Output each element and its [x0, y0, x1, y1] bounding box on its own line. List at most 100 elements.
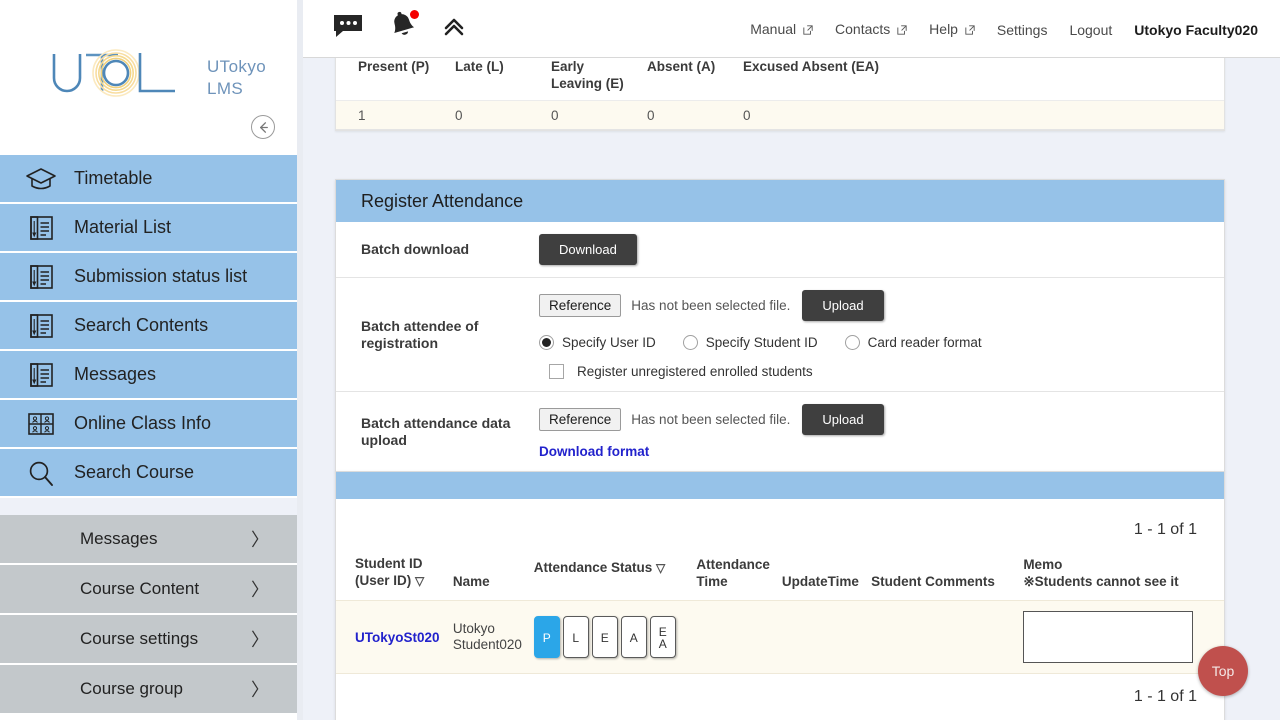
- header-link-help[interactable]: Help: [929, 21, 975, 38]
- header-link-label: Contacts: [835, 21, 891, 37]
- reference-button-attendance-data[interactable]: Reference: [539, 408, 622, 431]
- sidebar-sub-nav: Messages 〉 Course Content 〉 Course setti…: [0, 515, 297, 715]
- download-button[interactable]: Download: [539, 234, 637, 265]
- arrow-left-circle-icon[interactable]: [251, 115, 275, 139]
- graduation-cap-icon: [18, 166, 64, 192]
- batch-download-label: Batch download: [361, 241, 470, 257]
- external-link-icon: [803, 22, 813, 38]
- sidebar-item-submission-status-list[interactable]: Submission status list: [0, 253, 297, 302]
- student-table-body: UTokyoSt020 Utokyo Student020 P L: [336, 600, 1224, 674]
- checkbox-register-unregistered-students[interactable]: [549, 364, 564, 379]
- summary-col-absent: Absent (A): [647, 59, 716, 74]
- clipboard-icon: [18, 214, 64, 242]
- summary-value-absent: 0: [647, 107, 655, 123]
- bell-notification-icon[interactable]: [387, 10, 419, 47]
- magnifier-icon: [18, 458, 64, 488]
- sidebar-item-search-contents[interactable]: Search Contents: [0, 302, 297, 351]
- sort-descending-icon[interactable]: ▽: [656, 561, 666, 575]
- radio-specify-user-id[interactable]: [539, 335, 554, 350]
- header-link-label: Help: [929, 21, 958, 37]
- header-icon-group: [331, 10, 467, 47]
- status-button-excused-absent[interactable]: EA: [649, 616, 676, 658]
- cell-student-id: UTokyoSt020: [336, 600, 449, 674]
- summary-value-excused-absent: 0: [743, 107, 751, 123]
- batch-download-row: Batch download Download: [336, 222, 1224, 278]
- sidebar-logo-area: UTokyo LMS: [0, 0, 297, 155]
- header-link-contacts[interactable]: Contacts: [835, 21, 907, 38]
- radio-label-specify-student-id: Specify Student ID: [705, 335, 818, 350]
- clipboard-icon: [18, 361, 64, 389]
- sidebar-item-label: Timetable: [74, 168, 153, 188]
- summary-col-early-leaving: Early Leaving (E): [551, 59, 624, 91]
- th-attendance-status[interactable]: Attendance Status ▽: [530, 549, 693, 601]
- logo-subtitle-line1: UTokyo: [207, 57, 267, 76]
- cell-attendance-status: P L E A: [529, 600, 693, 674]
- sidebar-subitem-course-group[interactable]: Course group 〉: [0, 665, 297, 715]
- file-status-attendee: Has not been selected file.: [631, 298, 791, 313]
- sidebar-subitem-course-content[interactable]: Course Content 〉: [0, 565, 297, 615]
- status-button-absent[interactable]: A: [620, 616, 647, 658]
- sidebar-main-nav: Timetable Material List: [0, 155, 297, 498]
- student-table-header-row: Student ID (User ID) ▽ Name Attendance S…: [336, 549, 1224, 601]
- th-student-comments: Student Comments: [871, 574, 995, 589]
- sidebar-divider: [0, 498, 297, 515]
- top-header: Manual Contacts: [303, 0, 1280, 58]
- student-attendance-table: Student ID (User ID) ▽ Name Attendance S…: [336, 549, 1224, 674]
- batch-attendance-data-upload-label: Batch attendance data upload: [361, 414, 511, 448]
- cell-student-name: Utokyo Student020: [448, 600, 530, 674]
- attendee-format-radio-group: Specify User ID Specify Student ID Card …: [539, 335, 1224, 350]
- double-chevron-up-icon[interactable]: [441, 13, 467, 44]
- status-button-early-leaving[interactable]: E: [591, 616, 618, 658]
- th-student-id[interactable]: Student ID (User ID) ▽: [336, 549, 449, 601]
- th-student-id-label: Student ID (User ID): [355, 556, 423, 588]
- status-button-present[interactable]: P: [533, 616, 560, 658]
- attendance-summary-header-row: Present (P) Late (L) Early Leaving (E) A…: [336, 58, 1224, 100]
- register-unregistered-line: Register unregistered enrolled students: [539, 364, 1224, 379]
- sidebar-item-online-class-info[interactable]: Online Class Info: [0, 400, 297, 449]
- utol-logo-mark: [52, 49, 175, 97]
- th-attendance-time: Attendance Time: [696, 557, 770, 589]
- reference-button-attendee[interactable]: Reference: [539, 294, 622, 317]
- radio-card-reader-format[interactable]: [844, 335, 860, 350]
- student-id-link[interactable]: UTokyoSt020: [355, 629, 440, 645]
- status-button-label: E: [597, 631, 612, 643]
- sidebar-item-timetable[interactable]: Timetable: [0, 155, 297, 204]
- summary-value-present: 1: [358, 107, 366, 123]
- register-attendance-title: Register Attendance: [336, 180, 1224, 222]
- sort-descending-icon[interactable]: ▽: [415, 574, 425, 588]
- sidebar-item-material-list[interactable]: Material List: [0, 204, 297, 253]
- download-format-link[interactable]: Download format: [539, 444, 650, 459]
- scroll-to-top-button[interactable]: Top: [1198, 646, 1248, 696]
- header-link-group: Manual Contacts: [750, 21, 1258, 38]
- header-link-logout[interactable]: Logout: [1069, 21, 1113, 38]
- register-attendance-card: Register Attendance Batch download Downl…: [335, 179, 1225, 472]
- sidebar-item-messages[interactable]: Messages: [0, 351, 297, 400]
- student-table-head: Student ID (User ID) ▽ Name Attendance S…: [336, 549, 1224, 601]
- cell-update-time: [777, 600, 868, 674]
- cell-memo: [1019, 600, 1224, 674]
- header-link-settings[interactable]: Settings: [996, 21, 1048, 38]
- summary-value-late: 0: [455, 107, 463, 123]
- sidebar-item-label: Search Contents: [74, 315, 209, 335]
- chevron-right-icon: 〉: [251, 680, 269, 700]
- sidebar-subitem-messages[interactable]: Messages 〉: [0, 515, 297, 565]
- status-button-late[interactable]: L: [562, 616, 589, 658]
- chevron-right-icon: 〉: [251, 630, 269, 650]
- upload-button-attendance-data[interactable]: Upload: [802, 404, 884, 435]
- notification-badge-dot: [410, 10, 419, 19]
- th-memo-line2: ※Students cannot see it: [1023, 574, 1179, 589]
- sidebar-subitem-label: Course Content: [80, 579, 200, 598]
- sidebar-item-label: Messages: [74, 364, 157, 384]
- th-memo-line1: Memo: [1023, 557, 1063, 572]
- chevron-right-icon: 〉: [251, 530, 269, 550]
- memo-input[interactable]: [1023, 611, 1194, 663]
- upload-button-attendee[interactable]: Upload: [802, 290, 884, 321]
- messages-icon[interactable]: [331, 11, 365, 46]
- radio-specify-student-id[interactable]: [682, 335, 698, 350]
- header-link-manual[interactable]: Manual: [750, 21, 813, 38]
- sidebar-subitem-course-settings[interactable]: Course settings 〉: [0, 615, 297, 665]
- sidebar-item-search-course[interactable]: Search Course: [0, 449, 297, 498]
- utol-logo: UTokyo LMS: [40, 48, 266, 100]
- batch-attendance-data-upload-row: Batch attendance data upload Reference H…: [336, 392, 1224, 471]
